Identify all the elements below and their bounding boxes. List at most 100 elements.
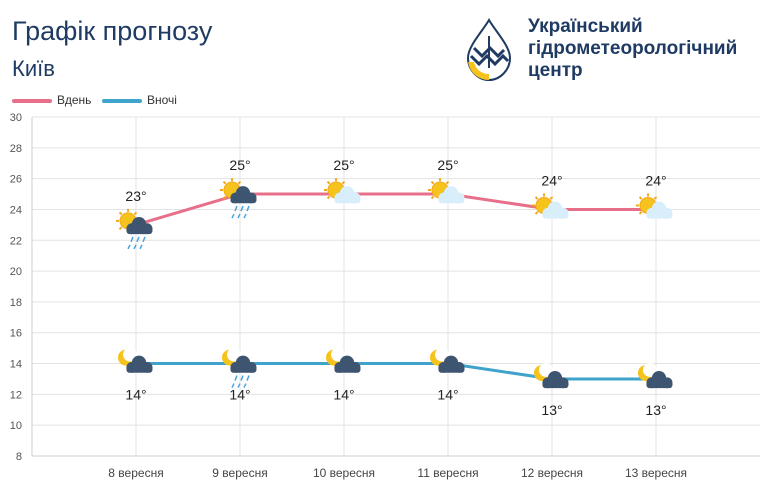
logo-line-3: центр xyxy=(528,60,583,81)
rain-drop xyxy=(237,213,241,219)
legend-item-day: Вдень xyxy=(12,93,91,107)
rain-drop xyxy=(133,244,137,250)
rain-drop xyxy=(246,375,250,381)
y-tick-label: 20 xyxy=(10,266,22,278)
moon-shadow xyxy=(331,347,345,362)
x-tick-label: 11 вересня xyxy=(417,466,478,480)
y-tick-label: 30 xyxy=(10,112,22,124)
chart-title: Графік прогнозу xyxy=(12,16,213,46)
sun-ray xyxy=(638,196,643,200)
night-temp-label: 13° xyxy=(645,402,666,418)
sun-ray xyxy=(341,180,346,185)
moon-shadow xyxy=(435,347,449,362)
sun-ray xyxy=(133,211,138,216)
rain-drop xyxy=(237,383,241,388)
sun-ray xyxy=(653,196,658,200)
logo-line-2: гідрометеорологічний xyxy=(528,38,738,59)
city-name: Київ xyxy=(12,56,55,81)
moon-shadow xyxy=(227,347,241,362)
moon-cloud-rain-icon xyxy=(222,347,257,388)
day-temp-label: 24° xyxy=(541,172,562,188)
sun-ray xyxy=(222,195,227,200)
rain-drop xyxy=(246,205,250,212)
legend-label-night: Вночі xyxy=(147,93,177,107)
water-drop-logo-icon xyxy=(466,18,512,82)
sun-ray xyxy=(534,196,539,200)
day-temp-label: 25° xyxy=(437,157,458,173)
sun-ray xyxy=(638,211,643,215)
cloud-part xyxy=(438,196,465,204)
moon-shadow xyxy=(643,362,657,377)
day-temp-label: 23° xyxy=(125,188,146,204)
rain-drop xyxy=(231,213,235,219)
rain-drop xyxy=(240,205,244,212)
y-tick-label: 28 xyxy=(10,143,22,155)
sun-cloud-rain-icon xyxy=(116,208,153,250)
rain-drop xyxy=(139,244,143,250)
y-tick-label: 22 xyxy=(10,235,22,247)
logo-text: Український гідрометеорологічний центр xyxy=(528,16,758,82)
y-tick-label: 8 xyxy=(16,451,22,463)
cloud-part xyxy=(542,212,569,219)
y-tick-label: 18 xyxy=(10,297,22,309)
cloud-part xyxy=(230,196,257,204)
y-tick-label: 16 xyxy=(10,328,22,340)
night-temp-label: 14° xyxy=(437,387,458,403)
sun-cloud-icon xyxy=(324,178,361,204)
moon-shadow xyxy=(123,347,137,362)
x-tick-label: 13 вересня xyxy=(625,466,687,480)
night-temp-label: 14° xyxy=(333,387,354,403)
sun-ray xyxy=(430,195,435,200)
x-tick-label: 12 вересня xyxy=(521,466,583,480)
cloud-part xyxy=(438,366,465,373)
cloud-part xyxy=(126,366,153,373)
moon-cloud-icon xyxy=(326,347,361,373)
moon-cloud-icon xyxy=(638,362,673,389)
rain-drop xyxy=(130,236,134,243)
sun-ray xyxy=(445,180,450,185)
cloud-part xyxy=(334,366,361,373)
night-temp-label: 13° xyxy=(541,402,562,418)
y-tick-label: 24 xyxy=(10,204,22,216)
sun-ray xyxy=(534,211,539,215)
cloud-part xyxy=(646,381,673,389)
logo: Український гідрометеорологічний центр xyxy=(462,16,762,86)
x-tick-label: 9 вересня xyxy=(212,466,267,480)
series-line-day xyxy=(135,192,656,227)
logo-line-1: Український xyxy=(528,16,643,37)
night-temp-label: 14° xyxy=(229,387,250,403)
y-tick-label: 14 xyxy=(10,359,22,371)
cloud-part xyxy=(126,227,153,235)
rain-drop xyxy=(240,375,244,381)
moon-shadow xyxy=(539,362,553,377)
moon-cloud-icon xyxy=(534,362,569,389)
cloud-part xyxy=(230,366,257,373)
sun-cloud-icon xyxy=(636,193,673,219)
day-temp-label: 25° xyxy=(229,157,250,173)
moon-cloud-icon xyxy=(430,347,465,373)
sun-ray xyxy=(237,180,242,185)
day-temp-label: 25° xyxy=(333,157,354,173)
rain-drop xyxy=(234,375,238,381)
y-tick-label: 26 xyxy=(10,174,22,186)
rain-drop xyxy=(136,236,140,243)
cloud-part xyxy=(646,212,673,219)
series-line-night xyxy=(136,362,656,381)
sun-cloud-rain-icon xyxy=(220,178,257,219)
sun-ray xyxy=(118,211,123,216)
sun-ray xyxy=(222,180,227,185)
rain-drop xyxy=(127,244,131,250)
legend-label-day: Вдень xyxy=(57,93,92,107)
sun-ray xyxy=(118,226,123,231)
x-tick-label: 10 вересня xyxy=(313,466,375,480)
rain-drop xyxy=(243,213,247,219)
cloud-part xyxy=(542,381,569,389)
legend-item-night: Вночі xyxy=(102,93,177,107)
y-tick-label: 12 xyxy=(10,389,22,401)
legend-swatch-day xyxy=(12,98,52,103)
x-tick-label: 8 вересня xyxy=(108,466,163,480)
day-temp-label: 24° xyxy=(645,172,666,188)
cloud-part xyxy=(334,196,361,204)
moon-cloud-icon xyxy=(118,347,153,373)
